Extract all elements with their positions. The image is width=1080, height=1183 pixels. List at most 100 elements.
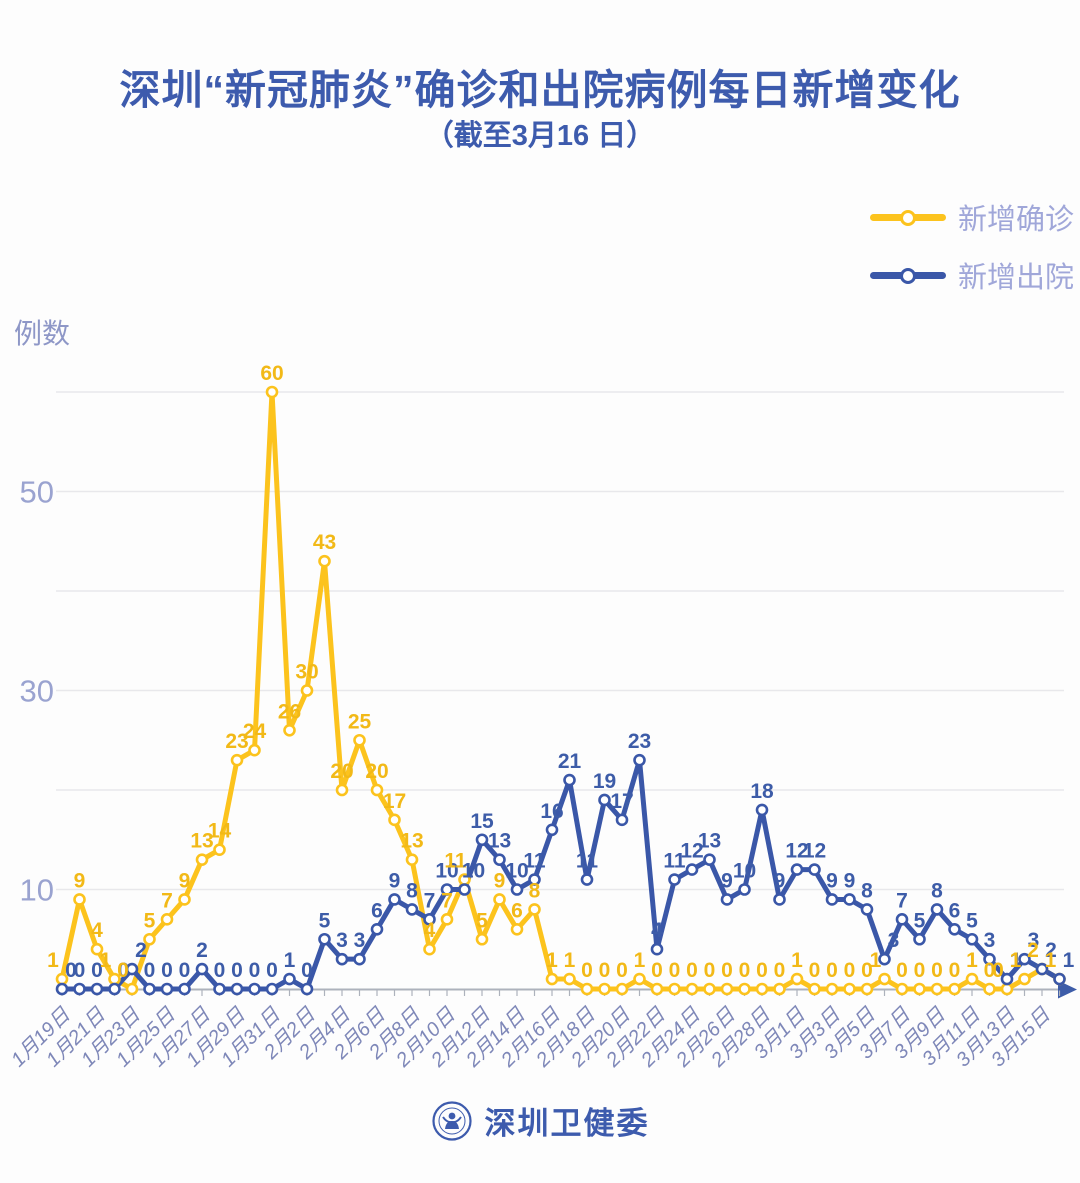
discharged-data-point (353, 952, 366, 966)
confirmed-data-point (283, 723, 296, 737)
confirmed-value-label: 0 (756, 959, 768, 982)
confirmed-value-label: 0 (992, 959, 1004, 982)
confirmed-value-label: 1 (966, 949, 978, 972)
discharged-data-point (878, 952, 891, 966)
confirmed-value-label: 1 (634, 949, 646, 972)
confirmed-series-line (59, 389, 1062, 992)
discharged-value-label: 0 (118, 959, 130, 982)
discharged-value-label: 0 (74, 959, 86, 982)
discharged-data-point (703, 853, 716, 866)
discharged-value-label: 23 (628, 730, 651, 753)
discharged-data-point (948, 922, 961, 936)
confirmed-data-point (983, 982, 996, 996)
discharged-value-label: 11 (576, 850, 599, 873)
discharged-data-point (825, 893, 839, 906)
discharged-data-point (213, 982, 226, 996)
discharged-data-point (73, 982, 86, 996)
confirmed-value-label: 20 (365, 760, 388, 783)
confirmed-value-label: 60 (260, 362, 283, 385)
discharged-value-label: 8 (406, 879, 418, 902)
confirmed-data-point (895, 982, 909, 996)
discharged-value-label: 16 (540, 800, 563, 823)
legend-item-confirmed[interactable]: 新增确诊 (869, 196, 1074, 238)
confirmed-value-label: 0 (704, 959, 716, 982)
discharged-data-point (475, 833, 489, 847)
confirmed-data-point (73, 893, 86, 906)
discharged-value-label: 17 (610, 790, 633, 813)
confirmed-value-label: 13 (400, 830, 423, 853)
discharged-data-point (1035, 962, 1049, 976)
confirmed-data-point (720, 982, 734, 996)
discharged-data-point (370, 922, 384, 936)
discharged-value-label: 2 (196, 939, 208, 962)
discharged-data-point (178, 982, 191, 996)
discharged-value-label: 0 (249, 959, 261, 982)
discharged-data-point (1000, 972, 1014, 986)
discharged-data-point (1053, 972, 1066, 986)
confirmed-value-label: 0 (686, 959, 698, 982)
discharged-value-label: 3 (1028, 929, 1040, 952)
discharged-data-point (405, 903, 419, 916)
confirmed-data-point (528, 903, 541, 916)
discharged-value-label: 12 (680, 840, 703, 863)
confirmed-data-point (440, 913, 454, 926)
discharged-value-label: 3 (984, 929, 996, 952)
discharged-value-label: 6 (371, 899, 383, 922)
confirmed-value-label: 1 (1010, 949, 1022, 972)
confirmed-data-point (510, 922, 524, 936)
discharged-value-label: 19 (593, 770, 616, 793)
confirmed-value-label: 23 (225, 730, 248, 753)
confirmed-value-label: 9 (74, 869, 86, 892)
shenzhen-health-logo-icon (431, 1100, 472, 1141)
confirmed-value-label: 0 (616, 959, 628, 982)
legend-item-discharged[interactable]: 新增出院 (869, 254, 1074, 296)
discharged-data-point (90, 982, 104, 996)
confirmed-value-label: 6 (511, 899, 523, 922)
discharged-data-point (983, 952, 996, 966)
confirmed-value-label: 20 (330, 760, 353, 783)
discharged-data-point (755, 803, 769, 817)
discharged-data-point (55, 982, 69, 996)
confirmed-value-label: 0 (599, 959, 611, 982)
confirmed-data-point (178, 893, 191, 906)
discharged-value-label: 0 (144, 959, 156, 982)
confirmed-data-point (930, 982, 944, 996)
discharged-data-point (230, 982, 244, 996)
discharged-data-point (633, 753, 646, 767)
discharged-data-point (423, 913, 436, 926)
confirmed-value-label: 30 (295, 661, 318, 684)
confirmed-data-point (230, 753, 244, 767)
confirmed-value-label: 0 (984, 959, 996, 982)
confirmed-data-point (685, 982, 699, 996)
confirmed-data-point (265, 385, 279, 399)
confirmed-value-label: 0 (914, 959, 926, 982)
discharged-data-point (860, 903, 874, 916)
confirmed-data-point (493, 893, 506, 906)
discharged-data-point (195, 962, 209, 976)
confirmed-value-label: 26 (278, 700, 301, 723)
discharged-value-label: 12 (785, 840, 808, 863)
discharged-value-label: 11 (523, 850, 546, 873)
discharged-data-point (598, 793, 611, 807)
discharged-data-point (650, 942, 664, 956)
confirmed-data-point (843, 982, 856, 996)
discharged-value-label: 8 (931, 879, 943, 902)
discharged-data-point (773, 893, 786, 906)
confirmed-value-label: 1 (47, 949, 59, 972)
discharged-value-label: 7 (896, 889, 908, 912)
discharged-value-label: 5 (966, 909, 978, 932)
confirmed-value-label: 0 (844, 959, 856, 982)
confirmed-data-point (825, 982, 839, 996)
discharged-value-label: 9 (389, 869, 401, 892)
discharged-value-label: 10 (733, 860, 756, 883)
confirmed-value-label: 1 (1045, 949, 1057, 972)
discharged-value-label: 6 (949, 899, 961, 922)
confirmed-data-point (423, 942, 436, 956)
discharged-value-label: 12 (803, 840, 826, 863)
confirmed-data-point (615, 982, 629, 996)
discharged-value-label: 0 (65, 959, 77, 982)
discharged-data-point (965, 932, 979, 946)
confirmed-data-point (125, 982, 139, 996)
confirmed-data-point (143, 932, 156, 946)
